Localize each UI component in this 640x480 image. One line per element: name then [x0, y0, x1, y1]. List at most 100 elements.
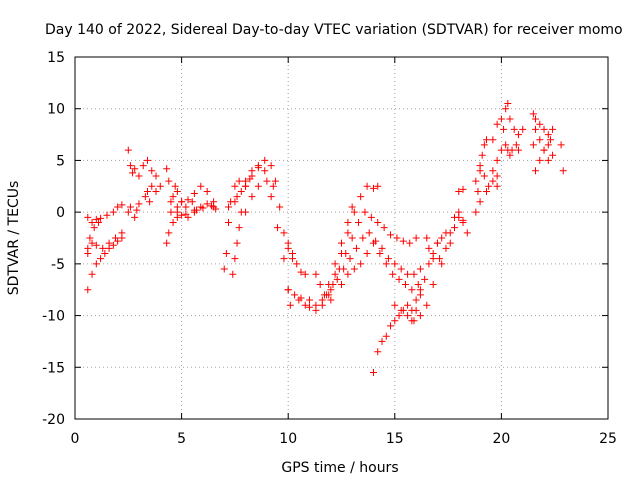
data-point	[446, 239, 454, 247]
data-point	[114, 203, 122, 211]
y-tick-label: -5	[51, 257, 65, 273]
data-point	[395, 312, 403, 320]
data-point	[163, 239, 171, 247]
data-point	[169, 193, 177, 201]
data-point	[540, 125, 548, 133]
data-point	[199, 204, 207, 212]
data-point	[342, 250, 350, 258]
data-point	[529, 110, 537, 118]
data-point	[92, 241, 100, 249]
series-arc-8	[163, 165, 177, 226]
data-point	[237, 187, 245, 195]
data-point	[532, 115, 540, 123]
data-point	[203, 200, 211, 208]
data-point	[331, 270, 339, 278]
data-point	[193, 206, 201, 214]
data-point	[429, 255, 437, 263]
series-arc-44	[557, 141, 567, 175]
data-point	[369, 184, 377, 192]
data-point	[436, 255, 444, 263]
data-point	[143, 156, 151, 164]
data-point	[316, 281, 324, 289]
series-arc-39	[510, 125, 522, 149]
data-point	[506, 115, 514, 123]
series-arc-7	[141, 182, 160, 206]
data-point	[497, 115, 505, 123]
data-point	[114, 237, 122, 245]
data-point	[382, 260, 390, 268]
data-point	[416, 265, 424, 273]
data-point	[425, 260, 433, 268]
data-point	[152, 187, 160, 195]
data-point	[404, 312, 412, 320]
data-point	[271, 177, 279, 185]
data-point	[280, 229, 288, 237]
data-point	[502, 141, 510, 149]
data-point	[404, 270, 412, 278]
data-point	[365, 229, 373, 237]
data-point	[463, 229, 471, 237]
data-point	[455, 213, 463, 221]
data-points	[84, 100, 567, 376]
data-point	[88, 239, 96, 247]
data-point	[329, 281, 337, 289]
data-point	[103, 211, 111, 219]
axes: 0 5 10 15 20 25 -20 -15 -10 -5 0 5 10 15	[42, 50, 617, 447]
series-arc-43	[532, 125, 557, 164]
data-point	[84, 213, 92, 221]
x-tick-label: 25	[599, 431, 617, 447]
data-point	[242, 182, 250, 190]
data-point	[203, 187, 211, 195]
y-tick-label: 0	[56, 205, 65, 221]
data-point	[295, 296, 303, 304]
data-point	[340, 265, 348, 273]
data-point	[359, 234, 367, 242]
y-tick-label: 15	[47, 50, 65, 66]
data-point	[355, 218, 363, 226]
data-point	[212, 205, 220, 213]
data-point	[90, 224, 98, 232]
data-point	[387, 322, 395, 330]
data-point	[412, 234, 420, 242]
data-point	[94, 218, 102, 226]
data-point	[293, 260, 301, 268]
plot-frame	[74, 56, 609, 420]
data-point	[532, 125, 540, 133]
data-point	[472, 208, 480, 216]
series-arc-24	[327, 229, 424, 294]
data-point	[231, 198, 239, 206]
series-arc-40	[514, 125, 527, 154]
data-point	[410, 270, 418, 278]
x-tick-label: 10	[279, 431, 297, 447]
data-point	[482, 136, 490, 144]
data-point	[88, 218, 96, 226]
y-tick-label: -10	[42, 309, 65, 325]
data-point	[480, 141, 488, 149]
x-tick-label: 0	[71, 431, 80, 447]
data-point	[459, 216, 467, 224]
series-arc-36	[489, 115, 505, 144]
series-arc-25	[338, 239, 422, 294]
data-point	[367, 213, 375, 221]
data-point	[378, 244, 386, 252]
data-point	[97, 214, 105, 222]
data-point	[233, 239, 241, 247]
data-point	[476, 198, 484, 206]
data-point	[143, 187, 151, 195]
data-point	[301, 270, 309, 278]
data-point	[374, 182, 382, 190]
data-point	[173, 187, 181, 195]
data-point	[559, 167, 567, 175]
data-point	[152, 172, 160, 180]
data-point	[163, 165, 171, 173]
series-arc-6	[124, 200, 143, 221]
data-point	[171, 182, 179, 190]
data-point	[312, 306, 320, 314]
series-arc-3	[84, 234, 126, 294]
data-point	[510, 125, 518, 133]
x-axis-label: GPS time / hours	[281, 460, 398, 476]
data-point	[267, 193, 275, 201]
data-point	[450, 224, 458, 232]
data-point	[401, 281, 409, 289]
series-arc-1	[84, 201, 126, 226]
